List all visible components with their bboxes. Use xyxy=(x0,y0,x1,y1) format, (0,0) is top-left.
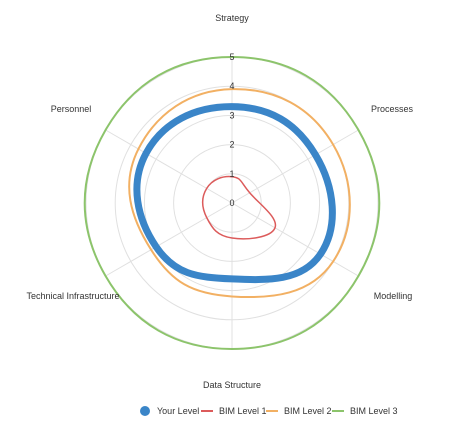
axis-label-processes: Processes xyxy=(371,104,414,114)
legend-item-bim-level-1[interactable]: BIM Level 1 xyxy=(201,406,267,416)
tick-label-4: 4 xyxy=(229,81,234,91)
axis-label-technical-infrastructure: Technical Infrastructure xyxy=(26,291,119,301)
radar-axis-labels: Strategy Processes Modelling Data Structure… xyxy=(26,13,413,390)
series-line-bim-level-2 xyxy=(128,88,351,299)
legend-label: BIM Level 3 xyxy=(350,406,398,416)
axis-label-personnel: Personnel xyxy=(51,104,92,114)
grid-spoke-1 xyxy=(231,129,359,204)
series-line-bim-level-3 xyxy=(83,56,381,350)
legend-label: Your Level xyxy=(157,406,199,416)
legend-label: BIM Level 1 xyxy=(219,406,267,416)
tick-label-2: 2 xyxy=(229,140,234,150)
radar-tick-labels: 0 1 2 3 4 5 xyxy=(229,52,234,208)
tick-label-1: 1 xyxy=(229,169,234,179)
series-line-bim-level-1 xyxy=(201,175,277,240)
legend-swatch xyxy=(140,406,150,416)
radar-series xyxy=(83,56,381,350)
tick-label-3: 3 xyxy=(229,110,234,120)
axis-label-modelling: Modelling xyxy=(374,291,413,301)
axis-label-data-structure: Data Structure xyxy=(203,380,261,390)
axis-label-strategy: Strategy xyxy=(215,13,249,23)
series-line-your-level xyxy=(133,103,336,284)
legend-item-your-level[interactable]: Your Level xyxy=(140,406,199,416)
grid-spoke-4 xyxy=(105,202,233,277)
grid-spoke-2 xyxy=(231,202,359,277)
legend-item-bim-level-2[interactable]: BIM Level 2 xyxy=(266,406,332,416)
chart-legend: Your Level BIM Level 1 BIM Level 2 BIM Leve… xyxy=(140,406,398,416)
legend-item-bim-level-3[interactable]: BIM Level 3 xyxy=(332,406,398,416)
tick-label-0: 0 xyxy=(229,198,234,208)
grid-spoke-5 xyxy=(105,129,233,204)
legend-label: BIM Level 2 xyxy=(284,406,332,416)
tick-label-5: 5 xyxy=(229,52,234,62)
